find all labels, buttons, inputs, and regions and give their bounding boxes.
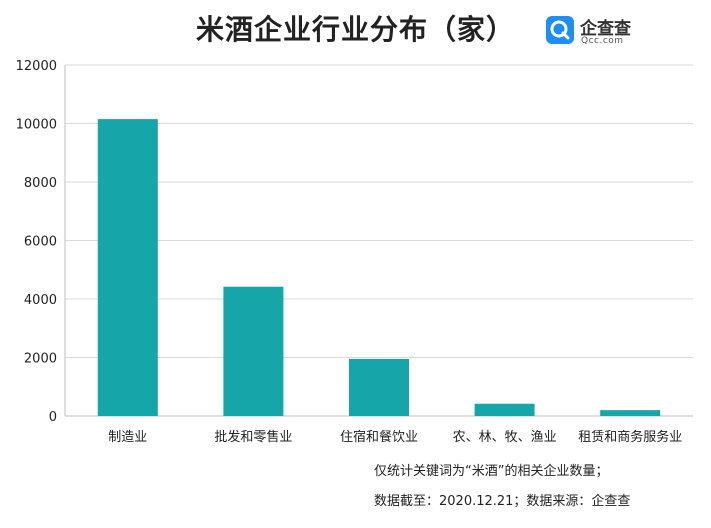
y-tick-label-12000: 12000 <box>16 59 57 74</box>
y-tick-label-4000: 4000 <box>24 293 57 308</box>
brand-name: 企查查 <box>580 19 631 39</box>
x-tick-label-1: 制造业 <box>108 430 147 445</box>
y-tick-label-2000: 2000 <box>24 352 57 367</box>
brand-domain: Qcc.com <box>581 36 624 46</box>
bar-2 <box>223 286 284 416</box>
y-tick-label-10000: 10000 <box>16 118 57 133</box>
bar-4 <box>474 403 535 416</box>
y-tick-label-8000: 8000 <box>24 176 57 191</box>
y-tick-label-0: 0 <box>49 410 57 425</box>
x-tick-label-5: 租赁和商务服务业 <box>578 429 682 445</box>
bar-5 <box>600 410 661 416</box>
brand-logo: 企查查 Qcc.com <box>546 14 666 48</box>
x-tick-label-2: 批发和零售业 <box>214 429 292 445</box>
chart-title: 米酒企业行业分布（家） <box>195 13 515 46</box>
y-tick-label-6000: 6000 <box>24 235 57 250</box>
bar-3 <box>349 358 409 416</box>
bar-1 <box>97 119 158 417</box>
x-tick-label-3: 住宿和餐饮业 <box>340 429 418 445</box>
footnote-scope: 仅统计关键词为“米酒”的相关企业数量； <box>374 464 609 479</box>
x-tick-label-4: 农、林、牧、渔业 <box>453 430 557 445</box>
footnote-source: 数据截至：2020.12.21；数据来源：企查查 <box>374 494 631 509</box>
qcc-logo-icon <box>546 16 574 44</box>
